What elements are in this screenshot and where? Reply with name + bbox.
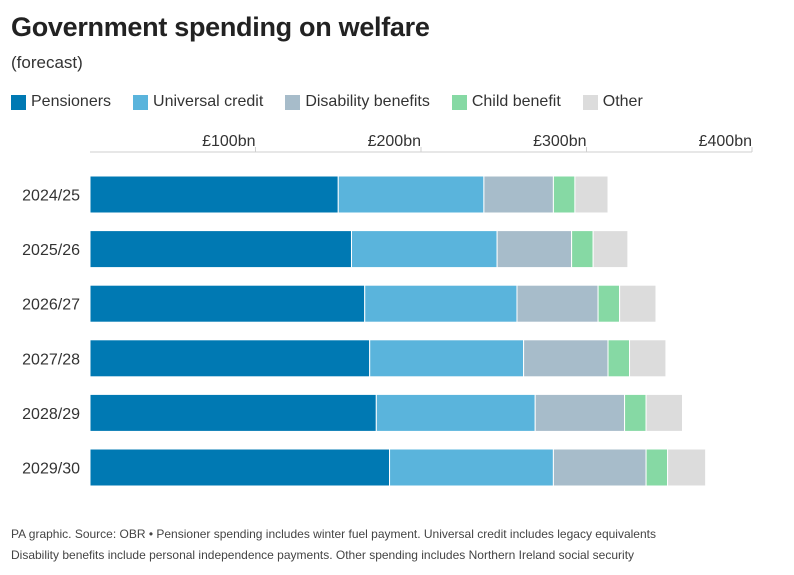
category-label: 2024/25 <box>22 188 80 205</box>
legend-label-child-benefit: Child benefit <box>471 93 561 110</box>
bar-pensioners-2029-30 <box>89 448 391 487</box>
bar-pensioners-2025-26 <box>89 230 352 269</box>
stacked-bar-chart: £100bn £200bn £300bn £400bn 2024/25 2025/26 20… <box>22 133 753 487</box>
legend-item-universal-credit: Universal credit <box>133 93 263 111</box>
bar-disability-benefits-2027-28 <box>523 339 609 378</box>
bar-pensioners-2026-27 <box>89 284 366 323</box>
legend-label-universal-credit: Universal credit <box>153 93 264 110</box>
bar-other-2028-29 <box>645 393 683 432</box>
x-tick-label: £400bn <box>699 133 752 150</box>
chart-subtitle: (forecast) <box>11 53 83 72</box>
bar-universal-credit-2027-28 <box>369 339 525 378</box>
category-label: 2025/26 <box>22 242 80 259</box>
bar-other-2025-26 <box>592 230 629 269</box>
bar-universal-credit-2028-29 <box>375 393 536 432</box>
bar-universal-credit-2026-27 <box>364 284 518 323</box>
bar-other-2029-30 <box>667 448 707 487</box>
bar-pensioners-2024-25 <box>89 175 339 214</box>
bar-child-benefit-2028-29 <box>624 393 647 432</box>
bar-disability-benefits-2028-29 <box>534 393 626 432</box>
legend-swatch-disability-benefits <box>285 94 301 110</box>
bar-universal-credit-2029-30 <box>389 448 554 487</box>
legend-swatch-other <box>582 94 598 110</box>
footer-source-note: PA graphic. Source: OBR • Pensioner spen… <box>11 527 656 541</box>
bar-pensioners-2028-29 <box>89 393 377 432</box>
bar-other-2026-27 <box>619 284 657 323</box>
legend-label-disability-benefits: Disability benefits <box>305 93 430 110</box>
legend-swatch-pensioners <box>11 94 26 110</box>
bar-universal-credit-2025-26 <box>350 230 498 269</box>
bar-disability-benefits-2026-27 <box>516 284 599 323</box>
bar-universal-credit-2024-25 <box>337 175 485 214</box>
category-label: 2029/30 <box>22 461 80 478</box>
bar-pensioners-2027-28 <box>89 339 371 378</box>
legend-item-pensioners: Pensioners <box>11 93 111 111</box>
legend-swatch-child-benefit <box>451 94 467 110</box>
x-tick-label: £300bn <box>533 133 586 150</box>
bar-child-benefit-2024-25 <box>552 175 576 214</box>
bar-child-benefit-2025-26 <box>571 230 594 269</box>
legend-item-disability-benefits: Disability benefits <box>285 93 430 111</box>
bar-child-benefit-2026-27 <box>597 284 621 323</box>
bar-other-2024-25 <box>574 175 609 214</box>
bar-other-2027-28 <box>629 339 667 378</box>
bar-disability-benefits-2029-30 <box>552 448 647 487</box>
category-label: 2028/29 <box>22 406 80 423</box>
legend: Pensioners Universal credit Disability b… <box>11 93 665 111</box>
x-tick-label: £100bn <box>202 133 255 150</box>
bar-disability-benefits-2025-26 <box>496 230 573 269</box>
bar-child-benefit-2027-28 <box>607 339 631 378</box>
x-tick-label: £200bn <box>368 133 421 150</box>
legend-item-child-benefit: Child benefit <box>451 93 561 111</box>
legend-item-other: Other <box>582 93 643 111</box>
bar-child-benefit-2029-30 <box>645 448 669 487</box>
legend-label-other: Other <box>602 93 643 110</box>
category-label: 2027/28 <box>22 351 80 368</box>
chart-title: Government spending on welfare <box>11 12 430 42</box>
legend-label-pensioners: Pensioners <box>31 93 112 110</box>
legend-swatch-universal-credit <box>133 94 149 110</box>
bar-disability-benefits-2024-25 <box>483 175 554 214</box>
category-label: 2026/27 <box>22 297 80 314</box>
footer-definitions-note: Disability benefits include personal ind… <box>11 548 635 562</box>
